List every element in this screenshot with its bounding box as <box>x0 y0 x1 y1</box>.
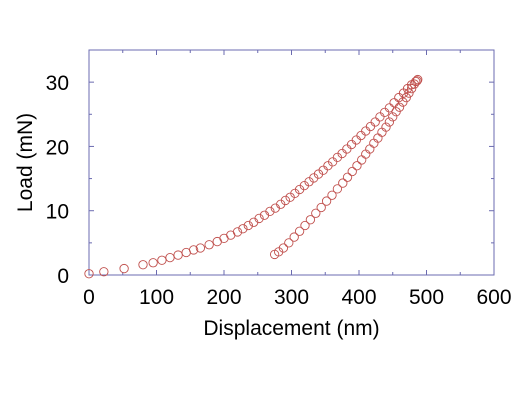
data-point <box>406 83 417 94</box>
data-point <box>300 220 310 231</box>
data-point <box>332 184 343 194</box>
data-point <box>412 76 422 86</box>
data-point <box>384 117 395 127</box>
data-point <box>370 117 380 127</box>
x-tick-label: 400 <box>341 286 376 309</box>
x-tick-label: 500 <box>409 286 444 309</box>
y-tick-labels: 0 10 20 30 <box>46 72 69 288</box>
data-point <box>99 267 109 277</box>
data-point <box>347 166 357 177</box>
data-points <box>84 74 423 279</box>
y-tick-label: 30 <box>46 72 69 95</box>
data-point <box>379 107 390 118</box>
data-point <box>409 79 419 89</box>
data-point <box>389 98 399 108</box>
data-point <box>338 178 348 188</box>
data-point <box>204 240 214 250</box>
data-point <box>365 121 376 132</box>
data-point <box>361 126 371 136</box>
data-point <box>398 97 408 107</box>
y-tick-label: 0 <box>57 265 69 288</box>
data-point <box>188 245 199 255</box>
data-point <box>342 172 353 182</box>
tick-marks <box>88 50 495 276</box>
data-point <box>356 130 366 141</box>
data-point <box>391 107 401 117</box>
data-point <box>321 196 332 206</box>
data-point <box>346 139 357 150</box>
data-point <box>254 213 264 224</box>
plot-frame <box>88 49 495 276</box>
data-point <box>238 224 248 234</box>
data-point <box>404 88 414 98</box>
data-point <box>165 252 175 263</box>
data-point <box>157 255 167 265</box>
x-tick-label: 100 <box>139 286 174 309</box>
data-point <box>289 232 299 242</box>
x-axis-label: Displacement (nm) <box>203 317 379 340</box>
data-point <box>411 76 421 87</box>
x-tick-label: 200 <box>206 286 241 309</box>
x-tick-labels: 0 100 200 300 400 500 600 <box>83 286 511 309</box>
data-point <box>388 112 398 122</box>
data-point <box>138 260 148 270</box>
data-point <box>269 249 280 260</box>
data-point <box>232 227 243 237</box>
x-tick-label: 300 <box>274 286 309 309</box>
data-point <box>119 263 129 274</box>
y-axis-label: Load (mN) <box>14 113 37 212</box>
data-point <box>352 161 362 171</box>
y-tick-label: 20 <box>46 136 69 159</box>
data-point <box>284 238 294 248</box>
data-point <box>311 208 321 218</box>
data-point <box>84 269 94 279</box>
data-point <box>265 206 275 217</box>
data-point <box>243 220 253 231</box>
data-point <box>327 190 337 200</box>
data-point <box>357 155 367 165</box>
data-point <box>294 226 305 236</box>
data-point <box>305 215 316 225</box>
data-point <box>375 112 385 122</box>
data-point <box>148 258 158 268</box>
y-tick-label: 10 <box>46 201 69 224</box>
data-point <box>342 144 352 154</box>
data-point <box>195 243 206 253</box>
data-point <box>280 195 291 206</box>
data-point <box>316 202 326 213</box>
data-point <box>351 135 361 145</box>
data-point <box>173 250 183 260</box>
x-tick-label: 600 <box>476 286 511 309</box>
x-tick-label: 0 <box>83 286 95 309</box>
